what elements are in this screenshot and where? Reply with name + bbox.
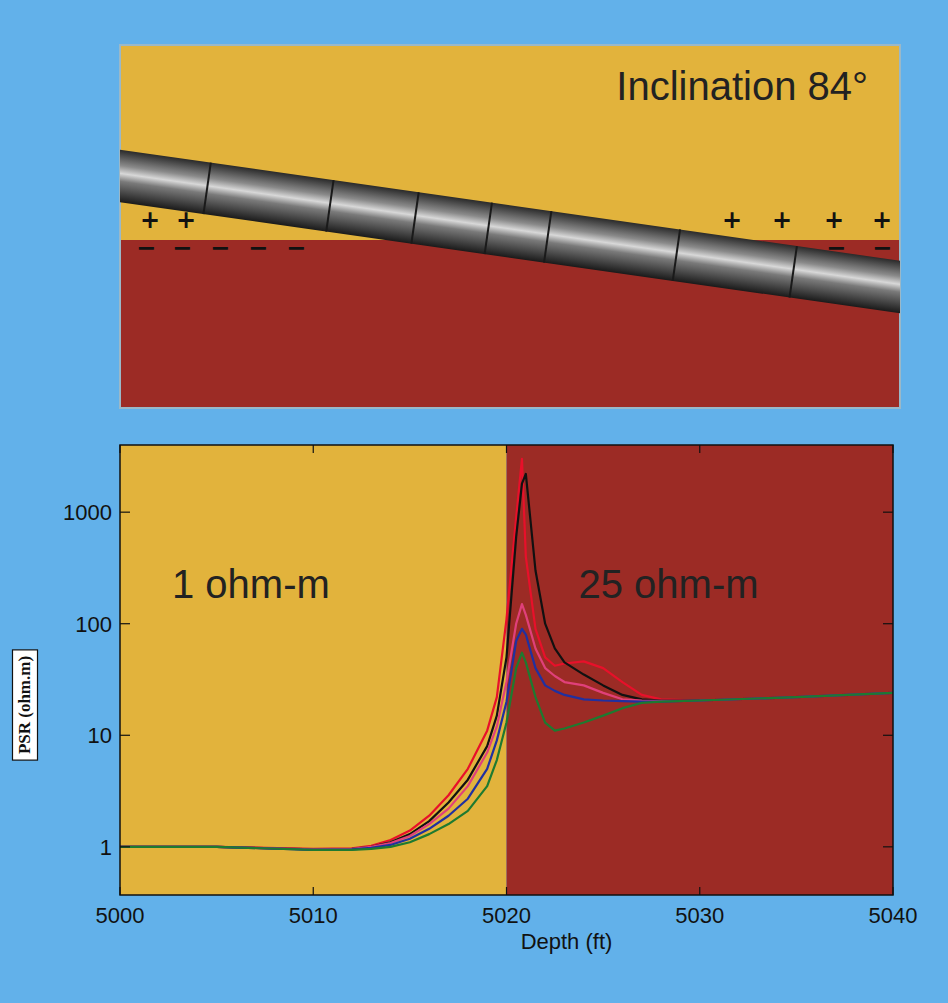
y-tick — [883, 735, 893, 736]
diagram-title: Inclination 84° — [616, 64, 868, 108]
tool-body — [120, 146, 900, 317]
y-axis-title: PSR (ohm.m) — [15, 656, 34, 754]
series-line — [120, 629, 893, 850]
x-tick-label: 5020 — [482, 903, 531, 928]
x-tick — [506, 887, 507, 895]
y-tick — [120, 735, 130, 736]
x-tick — [506, 445, 507, 453]
charge-sign: − — [172, 234, 192, 262]
charge-sign: + — [824, 206, 844, 234]
region — [507, 445, 894, 895]
charge-sign: − — [248, 234, 268, 262]
y-tick — [120, 623, 130, 624]
plot-area — [120, 445, 893, 895]
series-line — [120, 459, 893, 849]
tool-joint — [790, 246, 797, 297]
charge-sign: + — [722, 206, 742, 234]
charge-sign: + — [176, 206, 196, 234]
x-tick — [699, 887, 700, 895]
plot-frame — [120, 445, 893, 895]
tool — [120, 146, 900, 317]
charge-sign: − — [826, 234, 846, 262]
tool-joint — [203, 163, 210, 214]
y-tick-label: 100 — [75, 612, 112, 637]
charge-sign: + — [872, 206, 892, 234]
y-tick — [883, 512, 893, 513]
x-tick — [313, 445, 314, 453]
charge-sign: + — [140, 206, 160, 234]
y-tick — [120, 846, 130, 847]
tool-joint — [544, 211, 551, 262]
x-tick — [119, 887, 120, 895]
x-tick — [313, 887, 314, 895]
x-tick — [119, 445, 120, 453]
charge-sign: − — [210, 234, 230, 262]
y-tick — [883, 846, 893, 847]
x-tick — [699, 445, 700, 453]
series-line — [120, 653, 893, 850]
page: ++++++−−−−−−−Inclination 84°1 ohm-m25 oh… — [0, 0, 948, 1003]
tool-joint — [326, 180, 333, 231]
tool-joint — [673, 229, 680, 280]
y-tick — [883, 623, 893, 624]
x-tick-label: 5030 — [675, 903, 724, 928]
y-tick — [120, 512, 130, 513]
region-label: 1 ohm-m — [172, 562, 330, 606]
y-tick-label: 1 — [100, 835, 112, 860]
charge-sign: − — [286, 234, 306, 262]
x-axis-title: Depth (ft) — [521, 929, 613, 954]
tool-joint — [411, 192, 418, 243]
x-tick — [892, 887, 893, 895]
x-tick-label: 5000 — [96, 903, 145, 928]
region — [120, 445, 507, 895]
diagram-content — [120, 146, 900, 317]
charge-sign: − — [872, 234, 892, 262]
series-line — [120, 474, 893, 849]
tool-joint — [485, 203, 492, 254]
x-tick-label: 5040 — [869, 903, 918, 928]
charge-sign: + — [772, 206, 792, 234]
y-tick-label: 1000 — [63, 500, 112, 525]
charge-sign: − — [136, 234, 156, 262]
x-tick — [892, 445, 893, 453]
region-label: 25 ohm-m — [579, 562, 759, 606]
series-line — [120, 604, 893, 849]
y-axis-title-box — [13, 650, 38, 760]
y-tick-label: 10 — [88, 723, 112, 748]
x-tick-label: 5010 — [289, 903, 338, 928]
